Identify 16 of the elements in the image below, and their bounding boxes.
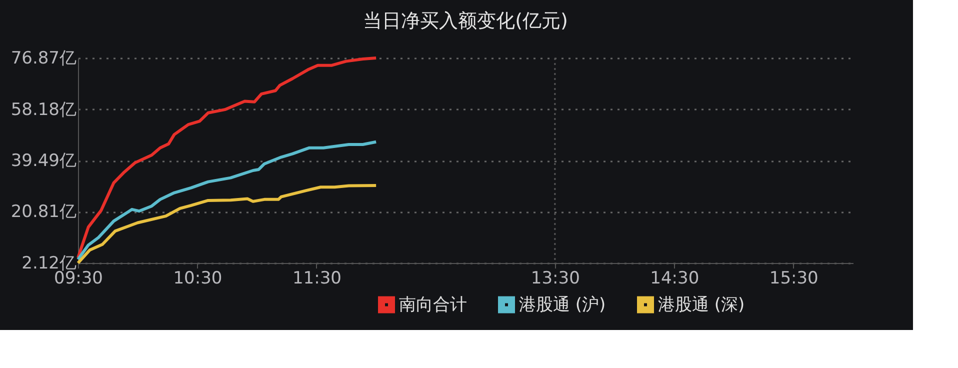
line-series — [76, 140, 378, 261]
y-tick-label: 39.49亿 — [10, 151, 76, 172]
y-tick-label: 58.18亿 — [10, 100, 76, 120]
legend-label: 南向合计 — [399, 294, 467, 315]
x-tick-label: 13:30 — [530, 268, 580, 288]
x-tick-label: 14:30 — [650, 268, 700, 288]
chart-title: 当日净买入额变化(亿元) — [363, 10, 568, 32]
line-series — [76, 184, 378, 264]
x-tick-label: 15:30 — [769, 268, 818, 288]
y-tick-label: 76.87亿 — [10, 48, 76, 68]
legend-label: 港股通 (沪) — [519, 294, 606, 315]
y-tick-label: 20.81亿 — [10, 202, 76, 222]
legend-label: 港股通 (深) — [658, 294, 745, 315]
line-series — [76, 56, 378, 260]
x-tick-label: 11:30 — [292, 268, 342, 288]
x-tick-label: 10:30 — [173, 268, 222, 288]
